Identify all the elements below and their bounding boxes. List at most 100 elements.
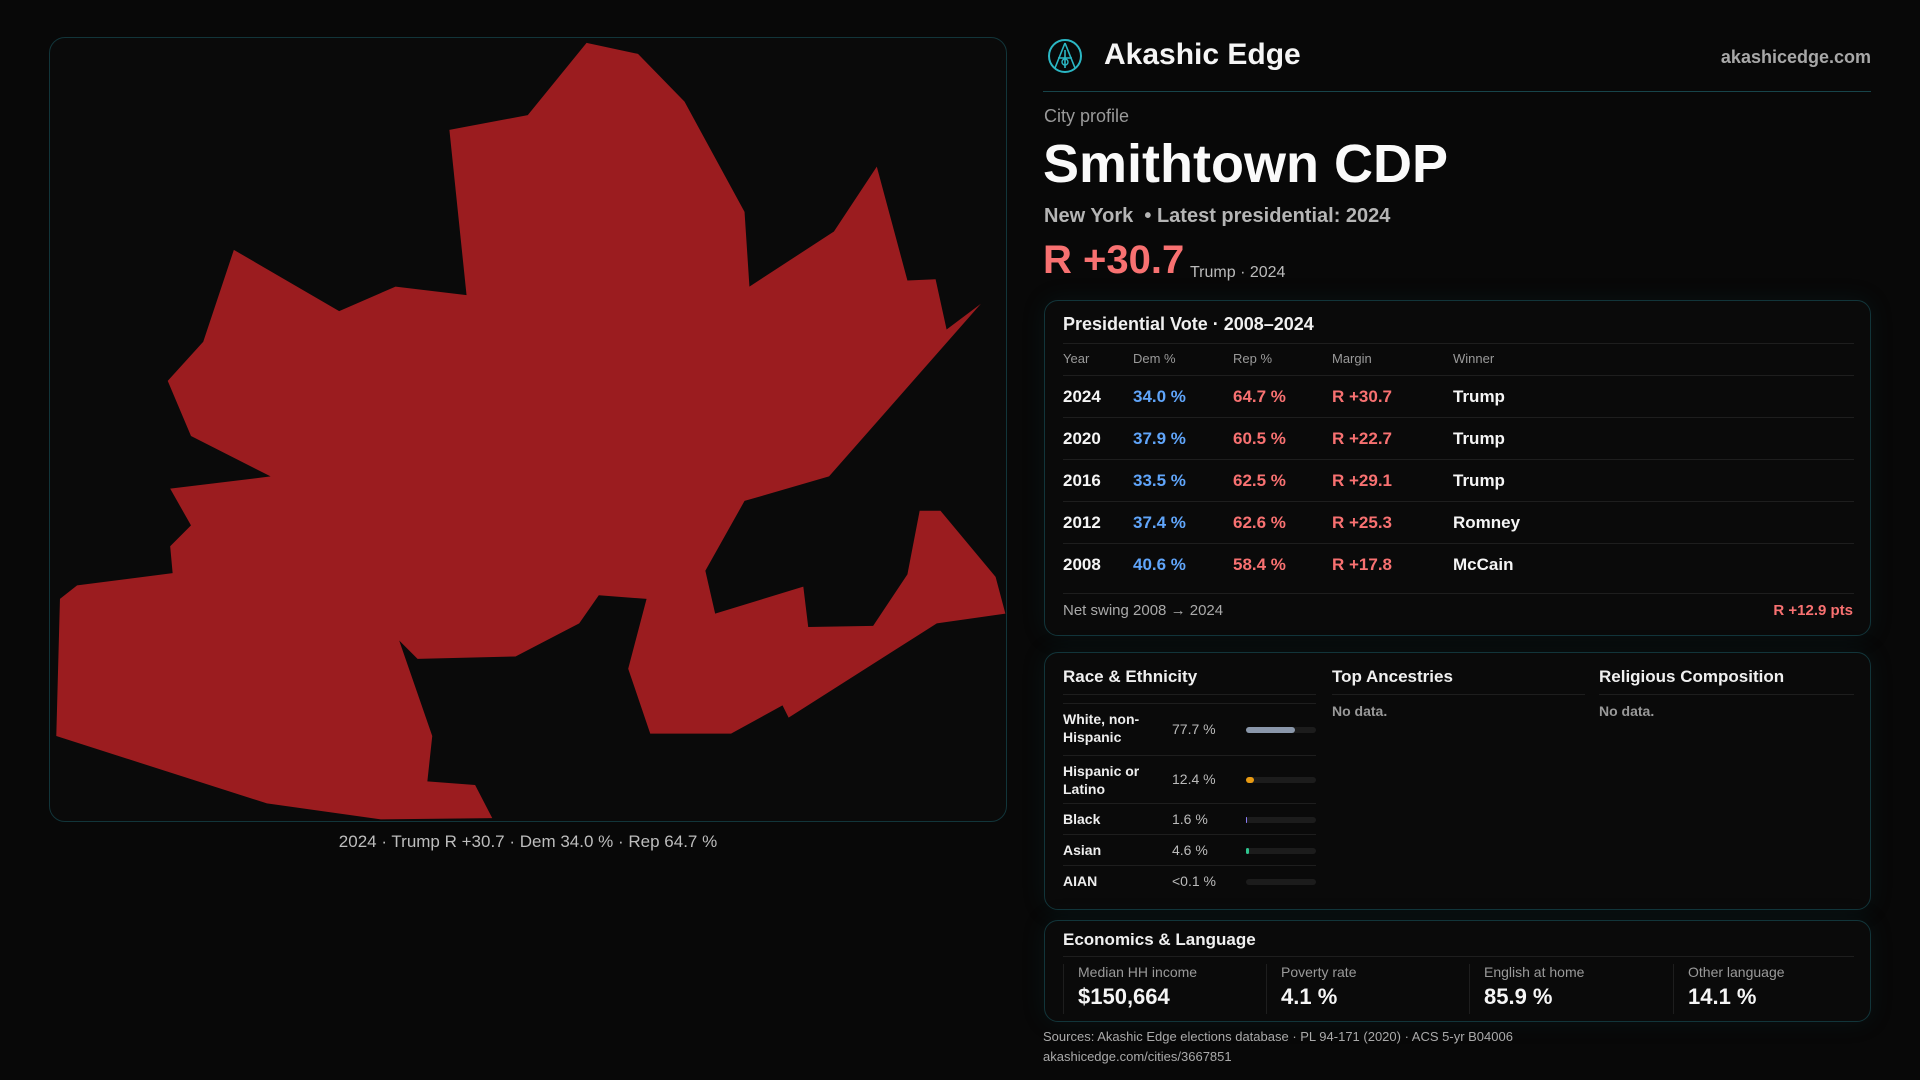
race-row: Hispanic or Latino 12.4 % xyxy=(1063,755,1316,803)
divider xyxy=(1332,694,1585,695)
religion-empty: No data. xyxy=(1599,703,1655,719)
col-dem: Dem % xyxy=(1133,351,1176,366)
kicker: City profile xyxy=(1044,106,1130,126)
economics-card xyxy=(1044,920,1871,1022)
race-bar xyxy=(1246,878,1316,885)
divider xyxy=(1063,343,1854,344)
race-label: Black xyxy=(1063,811,1101,827)
cell-dem-pct: 37.4 % xyxy=(1133,513,1186,532)
cell-dem-pct: 33.5 % xyxy=(1133,471,1186,490)
akashic-logo-icon xyxy=(1047,38,1083,74)
col-rep: Rep % xyxy=(1233,351,1273,366)
header-divider xyxy=(1043,91,1871,92)
race-bar-fill xyxy=(1246,816,1248,823)
cell-rep-pct: 62.5 % xyxy=(1233,471,1286,490)
cell-margin: R +17.8 xyxy=(1332,555,1393,574)
race-row: Asian 4.6 % xyxy=(1063,834,1316,865)
race-value: 4.6 % xyxy=(1172,841,1208,858)
race-label: AIAN xyxy=(1063,873,1098,889)
cell-dem-pct: 34.0 % xyxy=(1133,387,1186,406)
vote-row: 2012 37.4 % 62.6 % R +25.3 Romney xyxy=(1063,501,1854,543)
cell-winner: McCain xyxy=(1453,555,1514,574)
cell-rep-pct: 62.6 % xyxy=(1233,513,1286,532)
cell-year: 2020 xyxy=(1063,429,1101,448)
econ-stat: Poverty rate 4.1 % xyxy=(1266,964,1466,1014)
demographics-card xyxy=(1044,652,1871,910)
stat-value: 85.9 % xyxy=(1484,984,1553,1009)
stat-label: Median HH income xyxy=(1078,964,1198,980)
cell-rep-pct: 64.7 % xyxy=(1233,387,1286,406)
race-bar-fill xyxy=(1246,777,1254,783)
econ-stat: English at home 85.9 % xyxy=(1469,964,1669,1014)
page-title: Smithtown CDP xyxy=(1043,134,1448,194)
margin-note: Trump · 2024 xyxy=(1190,264,1286,281)
race-bar-fill xyxy=(1246,727,1295,733)
cell-winner: Romney xyxy=(1453,513,1521,532)
cell-dem-pct: 40.6 % xyxy=(1133,555,1186,574)
race-row: Black 1.6 % xyxy=(1063,803,1316,834)
econ-stat: Other language 14.1 % xyxy=(1673,964,1873,1014)
vote-row: 2020 37.9 % 60.5 % R +22.7 Trump xyxy=(1063,417,1854,459)
race-value: 1.6 % xyxy=(1172,810,1208,827)
net-swing-value: R +12.9 pts xyxy=(1773,602,1853,619)
race-bar xyxy=(1246,727,1316,733)
city-map[interactable] xyxy=(49,37,1007,822)
stat-label: English at home xyxy=(1484,964,1585,980)
col-year: Year xyxy=(1063,351,1090,366)
col-winner: Winner xyxy=(1453,351,1495,366)
cell-margin: R +25.3 xyxy=(1332,513,1393,532)
cell-rep-pct: 58.4 % xyxy=(1233,555,1286,574)
sources-text: Sources: Akashic Edge elections database… xyxy=(1043,1029,1513,1044)
vote-row: 2024 34.0 % 64.7 % R +30.7 Trump xyxy=(1063,375,1854,417)
vote-row: 2016 33.5 % 62.5 % R +29.1 Trump xyxy=(1063,459,1854,501)
brand-name: Akashic Edge xyxy=(1104,38,1301,71)
cell-winner: Trump xyxy=(1453,429,1505,448)
divider xyxy=(1063,956,1854,957)
race-bar xyxy=(1246,816,1316,823)
vote-row: 2008 40.6 % 58.4 % R +17.8 McCain xyxy=(1063,543,1854,585)
econ-title: Economics & Language xyxy=(1063,930,1256,949)
cell-year: 2024 xyxy=(1063,387,1101,406)
headline-margin: R +30.7 xyxy=(1043,238,1185,282)
cell-winner: Trump xyxy=(1453,471,1505,490)
col-margin: Margin xyxy=(1332,351,1372,366)
race-row: AIAN <0.1 % xyxy=(1063,865,1316,896)
divider xyxy=(1063,694,1316,695)
stat-value: 14.1 % xyxy=(1688,984,1757,1009)
cell-winner: Trump xyxy=(1453,387,1505,406)
ancestries-empty: No data. xyxy=(1332,703,1388,719)
stat-label: Poverty rate xyxy=(1281,964,1357,980)
map-caption: 2024 · Trump R +30.7 · Dem 34.0 % · Rep … xyxy=(338,832,718,851)
race-title: Race & Ethnicity xyxy=(1063,667,1198,686)
city-boundary-svg xyxy=(56,42,1006,820)
race-label: White, non-Hispanic xyxy=(1063,711,1140,745)
stat-value: $150,664 xyxy=(1078,984,1170,1009)
cell-margin: R +29.1 xyxy=(1332,471,1393,490)
brand-url-link[interactable]: akashicedge.com xyxy=(1720,47,1871,67)
race-value: 12.4 % xyxy=(1172,771,1216,787)
race-bar-fill xyxy=(1246,847,1249,854)
subtitle: New York • Latest presidential: 2024 xyxy=(1044,205,1391,227)
cell-dem-pct: 37.9 % xyxy=(1133,429,1186,448)
race-value: 77.7 % xyxy=(1172,721,1216,737)
divider xyxy=(1063,593,1854,594)
cell-rep-pct: 60.5 % xyxy=(1233,429,1286,448)
stat-label: Other language xyxy=(1688,964,1785,980)
race-label: Asian xyxy=(1063,842,1102,858)
city-boundary-shape[interactable] xyxy=(56,42,1006,820)
cell-year: 2016 xyxy=(1063,471,1101,490)
ancestries-title: Top Ancestries xyxy=(1332,667,1453,686)
stat-value: 4.1 % xyxy=(1281,984,1338,1009)
cell-year: 2008 xyxy=(1063,555,1101,574)
divider xyxy=(1599,694,1854,695)
econ-stat: Median HH income $150,664 xyxy=(1063,964,1263,1014)
presidential-vote-card xyxy=(1044,300,1871,636)
race-label: Hispanic or Latino xyxy=(1063,763,1140,797)
vote-title: Presidential Vote · 2008–2024 xyxy=(1063,314,1314,334)
cell-margin: R +22.7 xyxy=(1332,429,1393,448)
race-value: <0.1 % xyxy=(1172,872,1216,889)
race-bar xyxy=(1246,847,1316,854)
city-permalink[interactable]: akashicedge.com/cities/3667851 xyxy=(1043,1049,1232,1064)
net-swing-label: Net swing 2008 → 2024 xyxy=(1063,602,1224,619)
race-bar xyxy=(1246,777,1316,783)
